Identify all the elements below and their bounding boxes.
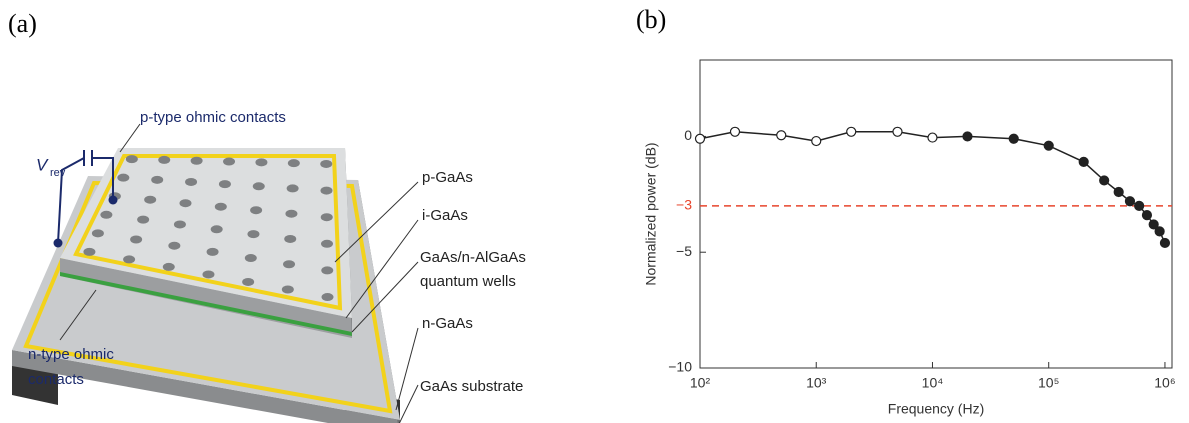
hole — [125, 155, 138, 164]
data-point — [1008, 133, 1019, 144]
hole — [281, 285, 294, 294]
data-point — [1124, 196, 1136, 207]
label: GaAs substrate — [420, 378, 523, 395]
hole — [206, 247, 219, 256]
data-point — [1134, 200, 1145, 211]
data-point — [1154, 226, 1165, 237]
hole — [179, 199, 192, 208]
hole — [285, 209, 298, 218]
hole — [250, 206, 263, 215]
hole — [100, 210, 113, 219]
voltage-subscript: rev — [50, 167, 66, 179]
hole — [286, 184, 299, 193]
data-point — [694, 133, 706, 144]
label: n-type ohmic — [28, 346, 114, 363]
hole — [130, 235, 143, 244]
hole — [321, 239, 334, 248]
hole — [117, 173, 130, 182]
hole — [214, 202, 227, 211]
voltage-symbol: V — [36, 155, 49, 174]
label: n-GaAs — [422, 315, 473, 332]
panel-label: (a) — [8, 9, 37, 38]
wire — [57, 157, 85, 244]
label: contacts — [28, 371, 84, 388]
hole — [151, 175, 164, 184]
hole — [158, 155, 171, 164]
data-point — [927, 132, 938, 143]
hole — [252, 182, 265, 191]
hole — [218, 180, 231, 189]
data-point — [846, 126, 857, 137]
hole — [210, 225, 223, 234]
x-tick-label: 10⁴ — [922, 375, 944, 391]
hole — [190, 156, 203, 165]
label: GaAs/n-AlGaAs — [420, 249, 526, 266]
x-tick-label: 10² — [690, 375, 711, 391]
data-point — [1113, 186, 1124, 198]
hole — [321, 266, 334, 275]
hole — [162, 262, 175, 271]
panel-label: (b) — [636, 5, 666, 34]
device-diagram — [12, 123, 419, 423]
data-point — [1148, 219, 1159, 230]
plot-frame — [699, 59, 1173, 369]
y-tick-label: −10 — [668, 359, 692, 375]
hole — [123, 255, 136, 264]
hole — [91, 229, 104, 238]
slab-side — [12, 350, 400, 423]
hole — [247, 230, 260, 239]
data-point — [1141, 210, 1153, 221]
data-point — [729, 126, 741, 137]
contact-dot — [108, 195, 118, 205]
hole — [137, 215, 150, 224]
data-point — [1099, 175, 1110, 186]
label: i-GaAs — [422, 207, 468, 224]
x-tick-label: 10⁶ — [1154, 375, 1175, 391]
data-point — [1078, 156, 1089, 167]
label: p-type ohmic contacts — [140, 109, 286, 126]
hole — [202, 270, 215, 279]
x-tick-label: 10³ — [806, 375, 827, 391]
y-axis-label: Normalized power (dB) — [643, 142, 659, 285]
hole — [284, 234, 297, 243]
hole — [144, 195, 157, 204]
y-tick-label: −5 — [676, 243, 692, 259]
hole — [223, 157, 236, 166]
hole — [242, 277, 255, 286]
hole — [320, 213, 333, 222]
data-point — [892, 126, 903, 137]
hole — [83, 247, 96, 256]
hole — [255, 158, 268, 167]
y-tick-label: 0 — [684, 127, 692, 143]
hole — [320, 186, 333, 195]
reference-label: −3 — [676, 197, 692, 213]
data-point — [962, 131, 973, 142]
hole — [173, 220, 186, 229]
p-contact — [73, 154, 343, 311]
pointers — [59, 123, 419, 423]
data-point — [1159, 237, 1171, 249]
hole — [185, 177, 198, 186]
label: p-GaAs — [422, 169, 473, 186]
hole — [287, 159, 300, 168]
quantum-wells — [60, 272, 352, 336]
hole — [168, 241, 181, 250]
data-line — [699, 131, 1166, 244]
hole — [283, 260, 296, 269]
x-axis-label: Frequency (Hz) — [888, 401, 984, 417]
x-tick-label: 10⁵ — [1038, 375, 1059, 391]
hole — [244, 254, 257, 263]
hole — [320, 159, 333, 168]
data-point — [776, 130, 787, 141]
wire — [92, 157, 114, 200]
label: quantum wells — [420, 273, 516, 290]
slab-top — [60, 148, 352, 318]
data-point — [1043, 140, 1054, 151]
contact-dot — [53, 238, 63, 248]
data-point — [811, 135, 822, 147]
hole — [321, 293, 334, 302]
